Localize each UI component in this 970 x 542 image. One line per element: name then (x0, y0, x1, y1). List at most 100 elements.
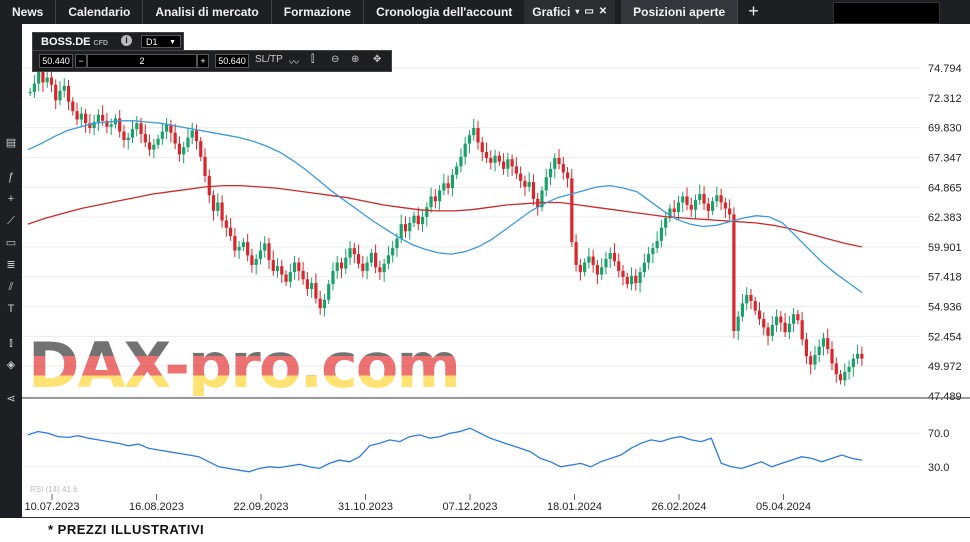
sltp-button[interactable]: SL/TP (255, 54, 283, 65)
candles-icon[interactable]: ⫿ (311, 54, 315, 65)
candle-body (706, 203, 710, 211)
candle-body (629, 275, 634, 285)
candle-body (49, 77, 54, 85)
candle-body (442, 183, 446, 191)
candle-body (139, 123, 143, 134)
rectangle-icon[interactable]: ▭ (5, 237, 17, 249)
rsi-tick-label: 70.0 (928, 428, 949, 440)
rsi-tick-label: 30.0 (928, 462, 949, 474)
candle-body (634, 275, 638, 283)
quantity-plus-button[interactable]: + (197, 54, 209, 68)
candle-body (310, 282, 314, 289)
close-icon[interactable]: ✕ (598, 6, 608, 17)
candle-body (101, 114, 105, 121)
tab-calendario[interactable]: Calendario (56, 0, 144, 24)
crosshair-icon[interactable]: + (7, 193, 15, 205)
quantity-input[interactable]: 2 (87, 54, 197, 68)
candle-body (753, 300, 757, 311)
indicator-icon[interactable]: ⫾ (9, 337, 13, 349)
candle-body (420, 216, 425, 225)
text-icon[interactable]: T (7, 303, 15, 315)
ma-fast-line (27, 120, 863, 294)
share-icon[interactable]: ⋖ (6, 393, 16, 405)
candle-body (710, 201, 715, 211)
candle-body (578, 264, 582, 273)
candle-body (467, 135, 472, 144)
candle-body (412, 215, 416, 223)
tab-grafici[interactable]: Grafici ▾ ▭ ✕ (524, 0, 616, 24)
x-tick-label: 05.04.2024 (756, 501, 811, 513)
zoom-out-icon[interactable]: ⊖ (331, 54, 340, 65)
watermark-logo: DAX-pro.com (28, 329, 461, 402)
candle-body (190, 130, 194, 138)
top-navigation-bar: News Calendario Analisi di mercato Forma… (0, 0, 970, 24)
candle-body (732, 214, 736, 332)
price-tick-label: 64.865 (928, 182, 962, 194)
candle-body (668, 208, 672, 219)
channel-icon[interactable]: ⫽ (8, 281, 14, 293)
candle-body (796, 314, 800, 321)
candle-body (408, 222, 412, 232)
candle-body (339, 262, 344, 269)
candle-body (770, 324, 774, 336)
candle-body (493, 155, 497, 163)
tab-cronologia[interactable]: Cronologia dell'account (376, 5, 513, 19)
layers-icon[interactable]: ◈ (6, 359, 16, 371)
move-icon[interactable]: ✥ (373, 54, 382, 65)
timeframe-select[interactable]: D1 ▼ (141, 35, 181, 48)
candle-body (425, 207, 429, 217)
candle-body (847, 367, 851, 372)
symbol-name[interactable]: BOSS.DE CFD (41, 36, 108, 48)
candle-body (655, 240, 659, 249)
candle-body (617, 261, 621, 271)
minimize-icon[interactable]: ▭ (584, 6, 594, 17)
candle-body (79, 113, 83, 120)
quantity-minus-button[interactable]: − (75, 54, 87, 68)
candle-body (62, 85, 66, 91)
candle-body (207, 176, 211, 196)
candle-body (779, 316, 783, 323)
candle-body (523, 180, 527, 187)
tab-formazione[interactable]: Formazione (272, 0, 365, 24)
candle-body (813, 355, 817, 365)
candle-body (378, 267, 382, 273)
candle-body (621, 270, 625, 277)
chart-type-icon[interactable]: ▤ (5, 137, 17, 149)
candle-body (147, 142, 152, 150)
trendline-icon[interactable]: ⟋ (7, 215, 15, 227)
candle-body (501, 161, 506, 169)
chart-area[interactable]: 74.794 72.312 69.830 67.347 64.865 62.383 59.9… (22, 24, 970, 518)
candle-body (587, 256, 591, 263)
candle-body (455, 166, 459, 175)
chevron-down-icon[interactable]: ▾ (575, 7, 580, 16)
price-chart[interactable]: 74.794 72.312 69.830 67.347 64.865 62.383 59.9… (22, 24, 970, 518)
rsi-label: RSI (14) 41.6 (30, 485, 78, 494)
candle-body (433, 196, 437, 202)
candle-body (391, 248, 395, 256)
candle-body (186, 137, 190, 148)
ask-price[interactable]: 50.640 (215, 54, 249, 68)
candle-body (173, 132, 177, 144)
info-icon[interactable]: i (121, 35, 132, 46)
candle-body (519, 173, 523, 181)
candle-body (224, 220, 228, 228)
candle-body (71, 101, 75, 112)
price-tick-label: 59.901 (928, 242, 962, 254)
line-chart-icon[interactable]: 〰 (289, 58, 299, 69)
tab-news[interactable]: News (0, 0, 57, 24)
candle-body (41, 67, 45, 83)
zoom-in-icon[interactable]: ⊕ (351, 54, 360, 65)
tab-posizioni-aperte[interactable]: Posizioni aperte (621, 0, 738, 24)
fibonacci-icon[interactable]: ≣ (6, 259, 16, 271)
plus-icon[interactable]: + (737, 0, 769, 24)
candle-body (288, 272, 292, 282)
candle-body (557, 158, 561, 165)
function-icon[interactable]: ƒ (7, 171, 15, 183)
candle-body (591, 256, 595, 265)
bid-price[interactable]: 50.440 (39, 54, 73, 68)
candle-body (216, 202, 220, 211)
account-box[interactable] (833, 2, 940, 24)
tab-analisi[interactable]: Analisi di mercato (143, 0, 272, 24)
candle-body (612, 252, 617, 262)
candle-body (271, 260, 275, 271)
